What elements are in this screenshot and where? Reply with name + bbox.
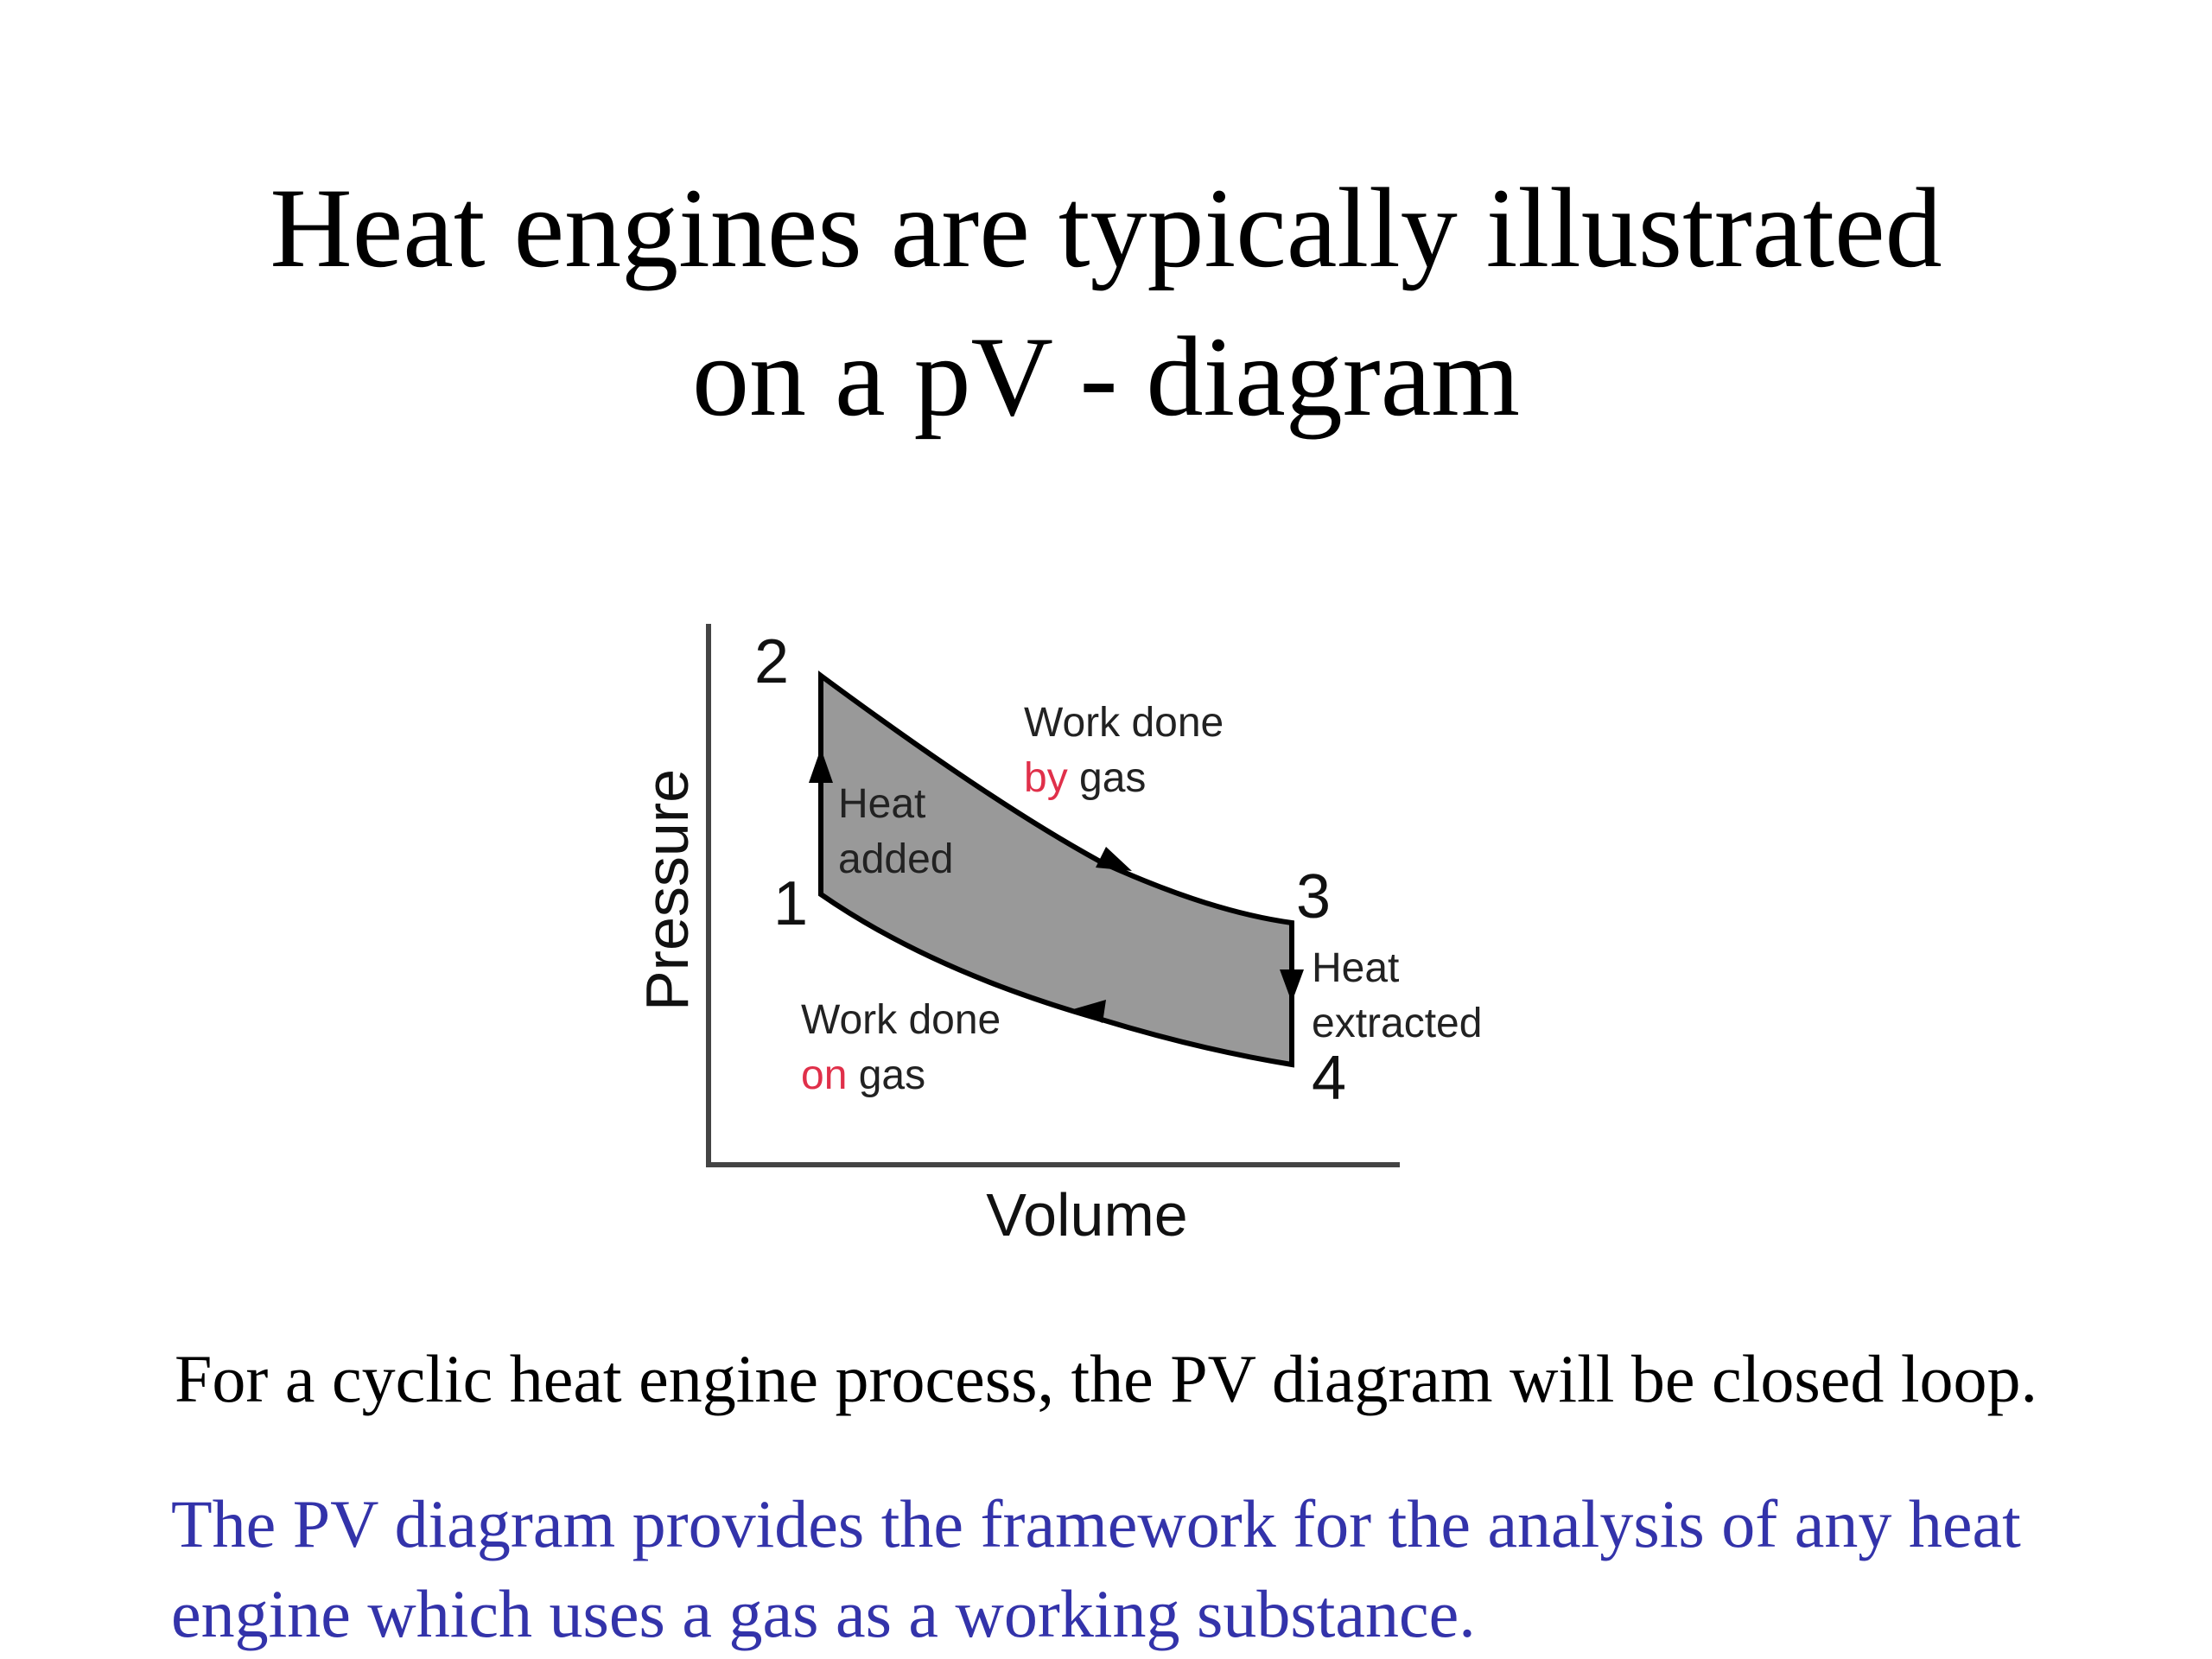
work-by-gas-highlight: by — [1024, 755, 1068, 801]
work-on-gas-line-2: on gas — [801, 1052, 925, 1098]
arrow-left-icon — [1073, 1000, 1106, 1023]
heat-added-line-1: Heat — [838, 781, 925, 827]
slide-title: Heat engines are typically illustrated o… — [0, 154, 2212, 451]
work-on-gas-line-1: Work done — [801, 997, 1001, 1043]
work-by-gas-line-2: by gas — [1024, 755, 1146, 801]
point-label-2: 2 — [754, 627, 789, 696]
x-axis-label: Volume — [986, 1181, 1187, 1249]
title-line-1: Heat engines are typically illustrated — [270, 164, 1942, 291]
point-label-1: 1 — [773, 869, 808, 938]
heat-extracted-line-1: Heat — [1312, 945, 1399, 991]
work-on-gas-highlight: on — [801, 1052, 847, 1098]
work-on-gas-rest: gas — [847, 1052, 925, 1098]
heat-extracted-label: Heat extracted — [1312, 945, 1482, 1046]
point-label-4: 4 — [1312, 1044, 1346, 1113]
title-line-2: on a pV - diagram — [692, 313, 1520, 440]
heat-added-label: Heat added — [838, 781, 953, 882]
work-by-gas-rest: gas — [1068, 755, 1147, 801]
y-axis-label: Pressure — [633, 769, 701, 1011]
work-by-gas-line-1: Work done — [1024, 700, 1224, 746]
heat-added-line-2: added — [838, 836, 953, 882]
caption: For a cyclic heat engine process, the PV… — [175, 1341, 2037, 1416]
note: The PV diagram provides the framework fo… — [171, 1486, 2021, 1651]
arrow-down-icon — [1280, 969, 1304, 1002]
arrow-up-icon — [809, 748, 833, 783]
arrow-right-icon — [1096, 847, 1132, 871]
point-label-3: 3 — [1296, 862, 1331, 931]
cycle-loop — [818, 671, 1294, 1068]
heat-extracted-line-2: extracted — [1312, 1001, 1482, 1046]
